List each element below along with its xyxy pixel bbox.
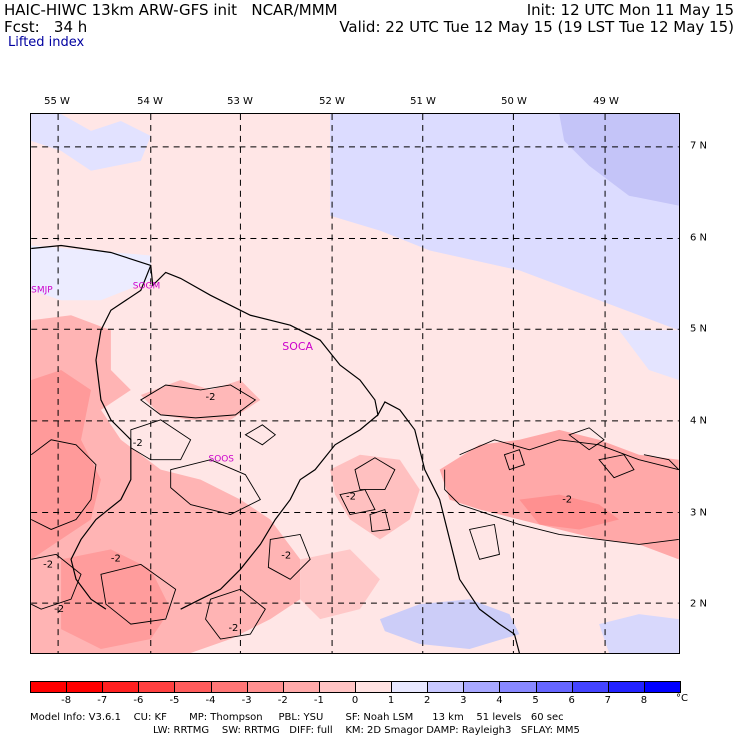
contour-label: -2 <box>133 438 143 449</box>
lat-label-7n: 7 N <box>690 140 708 152</box>
colorbar-tick-label: 5 <box>532 695 539 706</box>
colorbar-segment <box>607 681 645 693</box>
contour-label: -2 <box>54 604 64 615</box>
colorbar-segment <box>571 681 609 693</box>
field-name: Lifted index <box>8 35 85 50</box>
colorbar-tick-label: 3 <box>460 695 467 706</box>
contour-label: -2 <box>346 492 356 503</box>
blue-region-northeast <box>330 114 679 331</box>
colorbar-segment <box>210 681 248 693</box>
colorbar-tick-label: 4 <box>496 695 503 706</box>
lat-label-4n: 4 N <box>690 415 708 427</box>
lon-label-50w: 50 W <box>501 96 527 107</box>
station-soos: SOOS <box>209 455 235 465</box>
border-east <box>180 414 379 610</box>
colorbar-segment <box>282 681 320 693</box>
colorbar-segment <box>318 681 356 693</box>
valid-time: Valid: 22 UTC Tue 12 May 15 (19 LST Tue … <box>339 18 734 36</box>
lon-label-52w: 52 W <box>319 96 345 107</box>
colorbar-tick-label: -1 <box>313 695 324 706</box>
lat-label-5n: 5 N <box>690 323 708 335</box>
blue-region-east <box>619 330 679 381</box>
pink-region-central-east <box>330 454 420 540</box>
contour-label: -2 <box>562 495 572 506</box>
colorbar-tick-label: 1 <box>387 695 395 706</box>
colorbar-tick-label: -2 <box>277 695 288 706</box>
colorbar-tick-label: -6 <box>133 695 144 706</box>
colorbar-tick-label: -5 <box>169 695 180 706</box>
lon-label-53w: 53 W <box>227 96 253 107</box>
model-info-line1: Model Info: V3.6.1 CU: KF MP: Thompson P… <box>30 712 564 723</box>
contour-minus2 <box>31 384 679 640</box>
contour-label: -2 <box>111 553 121 564</box>
lon-label-54w: 54 W <box>137 96 163 107</box>
init-time: Init: 12 UTC Mon 11 May 15 <box>526 1 734 19</box>
colorbar-segment <box>535 681 573 693</box>
colorbar-tick-label: -8 <box>61 695 72 706</box>
coastline <box>31 244 520 653</box>
lat-label-6n: 6 N <box>690 232 708 244</box>
map-title: HAIC-HIWC 13km ARW-GFS init NCAR/MMM <box>4 1 338 19</box>
contour-label: -2 <box>228 623 238 634</box>
colorbar-segment <box>499 681 537 693</box>
station-soca: SOCA <box>282 340 313 353</box>
contour-label: -2 <box>206 392 216 403</box>
colorbar-tick-label: -3 <box>241 695 252 706</box>
model-info-line2: LW: RRTMG SW: RRTMG DIFF: full KM: 2D Sm… <box>153 725 580 736</box>
colorbar-segment <box>427 681 465 693</box>
blue-region-northeast-strong <box>559 114 679 206</box>
pink-region-southwest-dark <box>61 549 171 650</box>
lat-label-3n: 3 N <box>690 507 708 519</box>
colorbar-tick-label: 8 <box>640 695 648 706</box>
blue-region-west <box>31 245 151 301</box>
lon-label-51w: 51 W <box>410 96 436 107</box>
colorbar-tick-label: 7 <box>604 695 611 706</box>
colorbar-tick-label: 2 <box>424 695 431 706</box>
colorbar-unit: °C <box>676 693 688 704</box>
pink-region-south-middle <box>300 549 380 620</box>
colorbar-segment <box>30 681 68 693</box>
border-west <box>70 265 152 610</box>
colorbar-tick-label: -4 <box>205 695 216 706</box>
contour-label: -2 <box>281 550 291 561</box>
colorbar-tick-label: 6 <box>568 695 575 706</box>
forecast-hour: Fcst: 34 h <box>4 18 88 36</box>
colorbar-segment <box>246 681 284 693</box>
lat-label-2n: 2 N <box>690 598 708 610</box>
colorbar-segment <box>463 681 501 693</box>
blue-region-southeast <box>599 614 679 653</box>
lon-label-49w: 49 W <box>593 96 619 107</box>
station-smjp: SMJP <box>31 285 53 295</box>
blue-region-northwest <box>31 114 151 171</box>
contour-label: -2 <box>43 559 53 570</box>
station-sogm: SOGM <box>133 281 160 291</box>
coastline-borders <box>31 244 520 653</box>
colorbar-segment <box>174 681 212 693</box>
colorbar-segment <box>391 681 429 693</box>
colorbar-tick-label: 0 <box>351 695 359 706</box>
lon-label-55w: 55 W <box>44 96 70 107</box>
lat-lon-grid <box>31 114 679 653</box>
lifted-index-map: -2 -2 -2 -2 -2 -2 -2 -2 -2 SMJP SOGM SOC… <box>30 113 680 654</box>
colorbar-tick-label: -7 <box>97 695 108 706</box>
pink-region-east-dark <box>519 494 620 530</box>
blue-region-south <box>379 599 520 650</box>
pink-region-central <box>140 380 261 420</box>
colorbar-segment <box>355 681 393 693</box>
colorbar-segment <box>102 681 140 693</box>
pink-region-west-dark <box>31 370 101 560</box>
colorbar-segment <box>66 681 104 693</box>
colorbar-segment <box>643 681 681 693</box>
colorbar-segment <box>138 681 176 693</box>
